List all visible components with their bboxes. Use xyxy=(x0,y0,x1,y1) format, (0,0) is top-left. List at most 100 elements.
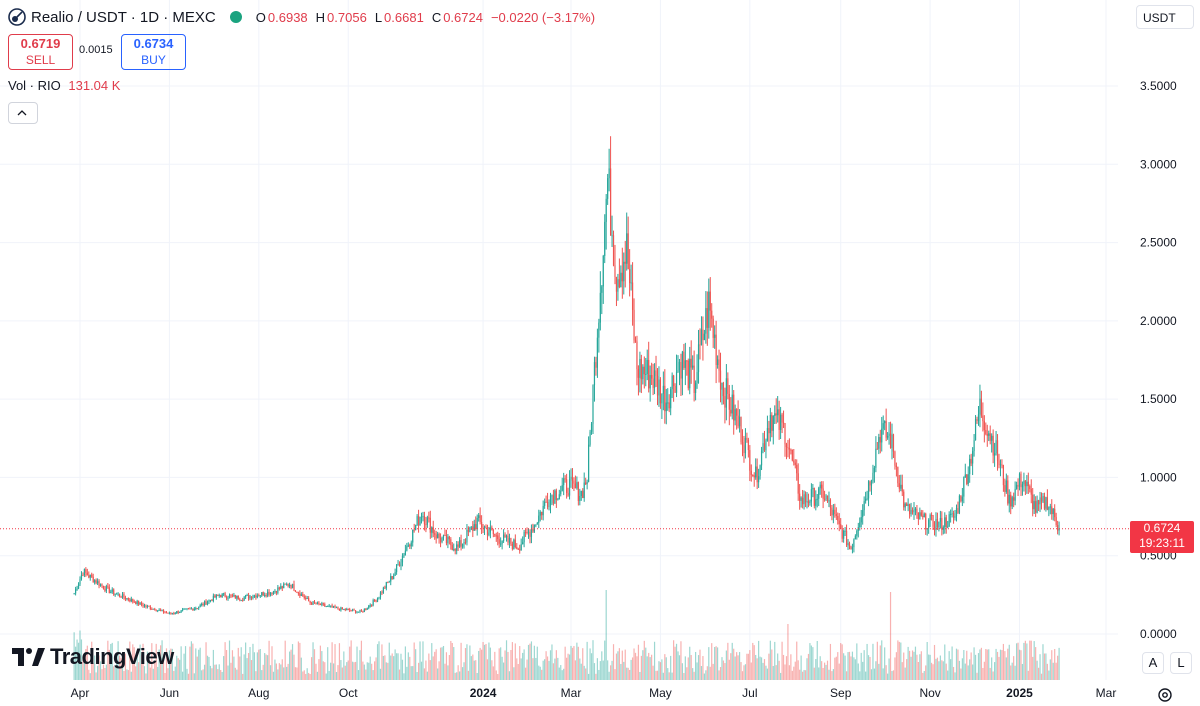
volume-bar xyxy=(352,661,354,680)
volume-bar xyxy=(327,647,329,680)
volume-bar xyxy=(308,672,310,680)
candle-body xyxy=(529,531,531,537)
volume-bar xyxy=(309,673,311,680)
volume-bar xyxy=(265,654,267,680)
buy-button[interactable]: 0.6734 BUY xyxy=(121,34,186,70)
time-axis[interactable]: Apr Jun Aug Oct 2024 Mar May Jul Sep Nov 2025 Mar xyxy=(71,686,1117,700)
candle-body xyxy=(360,610,363,612)
candle-body xyxy=(969,458,971,475)
volume-bar xyxy=(917,662,919,680)
volume-bar xyxy=(689,646,691,680)
log-scale-button[interactable]: L xyxy=(1170,652,1192,674)
candle-body xyxy=(151,609,153,611)
candle-body xyxy=(731,394,733,414)
volume-bar xyxy=(278,663,280,680)
tradingview-logo[interactable]: TradingView xyxy=(10,644,174,670)
candle-body xyxy=(268,591,270,595)
collapse-legend-button[interactable] xyxy=(8,102,38,124)
candle-body xyxy=(384,587,386,589)
volume-bar xyxy=(497,673,499,680)
volume-bar xyxy=(1024,640,1026,680)
candle-body xyxy=(444,534,446,536)
settings-gear-icon[interactable] xyxy=(1156,686,1174,704)
symbol-title[interactable]: Realio / USDT · 1D · MEXC xyxy=(31,8,216,26)
candle-body xyxy=(192,608,194,611)
volume-bar xyxy=(409,656,411,680)
candle-body xyxy=(505,535,508,538)
volume-bar xyxy=(208,656,210,680)
auto-scale-button[interactable]: A xyxy=(1142,652,1164,674)
volume-bar xyxy=(331,642,333,680)
sell-button[interactable]: 0.6719 SELL xyxy=(8,34,73,70)
volume-bar xyxy=(955,648,958,680)
candle-body xyxy=(722,382,725,397)
volume-bar xyxy=(198,649,200,680)
volume-bar xyxy=(151,643,153,680)
candle-body xyxy=(208,600,210,603)
candle-body xyxy=(571,476,574,481)
candle-body xyxy=(196,608,198,610)
candle-body xyxy=(479,515,481,522)
candle-body xyxy=(239,599,241,601)
candle-body xyxy=(756,466,758,483)
volume-bar xyxy=(330,662,332,680)
volume-bar xyxy=(356,646,358,680)
volume-bar xyxy=(1004,651,1006,680)
volume-bar xyxy=(1045,653,1047,680)
candle-body xyxy=(898,483,900,489)
volume-bar xyxy=(601,651,603,680)
y-tick-label: 1.5000 xyxy=(1140,392,1177,406)
candle-body xyxy=(118,593,121,597)
volume-bar xyxy=(76,639,78,680)
volume-bar xyxy=(803,669,805,680)
candle-body xyxy=(673,375,675,386)
volume-bar xyxy=(539,666,541,680)
volume-bar xyxy=(574,660,577,680)
candle-body xyxy=(259,595,261,597)
candle-body xyxy=(290,584,292,589)
candle-body xyxy=(475,524,477,530)
volume-bar xyxy=(906,659,908,680)
volume-bar xyxy=(668,672,670,680)
candle-body xyxy=(642,366,644,380)
volume-bar xyxy=(895,652,898,680)
candle-body xyxy=(910,509,912,515)
market-open-status-icon xyxy=(229,11,242,23)
volume-bar xyxy=(1026,643,1028,680)
candle-body xyxy=(488,532,490,536)
volume-bar xyxy=(942,661,944,680)
volume-bar xyxy=(1054,649,1056,680)
candle-body xyxy=(447,536,449,544)
volume-bar xyxy=(374,661,376,680)
candle-body xyxy=(586,481,588,485)
price-axis[interactable]: 3.50003.00002.50002.00001.50001.00000.50… xyxy=(1140,79,1177,641)
candle-body xyxy=(123,593,125,598)
candle-body xyxy=(524,531,527,533)
candle-body xyxy=(230,595,232,597)
candle-body xyxy=(523,531,525,543)
volume-bar xyxy=(233,656,235,680)
volume-bar xyxy=(533,645,535,680)
volume-bar xyxy=(180,646,182,680)
volume-bar xyxy=(878,663,880,680)
candle-body xyxy=(315,602,317,604)
candle-body xyxy=(262,592,264,596)
volume-bar xyxy=(626,667,628,680)
volume-bar xyxy=(312,642,314,680)
volume-bar xyxy=(532,658,534,680)
candle-body xyxy=(539,511,541,516)
volume-bar xyxy=(658,661,660,680)
candle-body xyxy=(662,385,664,394)
currency-selector[interactable]: USDT xyxy=(1136,5,1194,29)
candle-body xyxy=(95,580,97,584)
candle-body xyxy=(322,603,324,605)
volume-bar xyxy=(500,647,502,680)
candle-body xyxy=(966,474,968,484)
candle-body xyxy=(658,379,660,396)
x-tick-label: Jun xyxy=(160,686,179,700)
last-price-value: 0.6724 xyxy=(1143,521,1181,535)
volume-bar xyxy=(466,644,468,680)
candle-body xyxy=(794,462,796,465)
candle-body xyxy=(1017,484,1019,487)
